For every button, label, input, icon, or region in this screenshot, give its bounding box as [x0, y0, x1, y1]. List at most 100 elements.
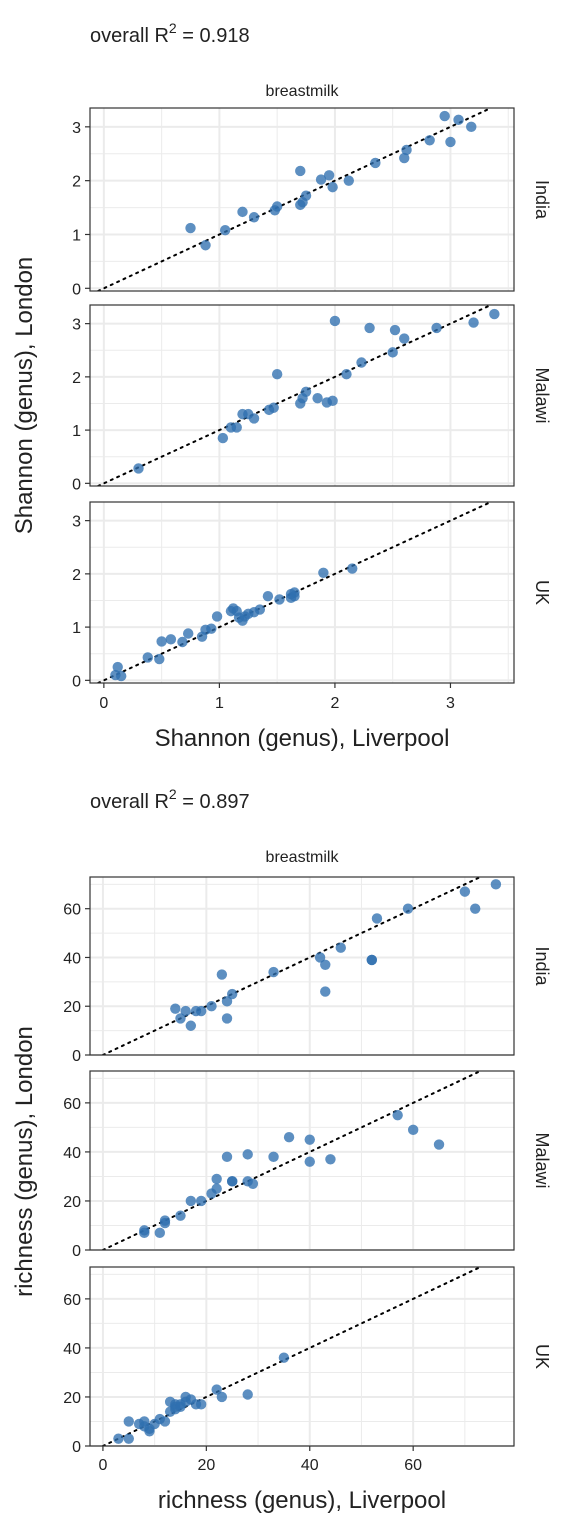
data-point	[175, 1013, 186, 1024]
data-point	[154, 1227, 166, 1239]
data-point	[283, 1132, 295, 1143]
data-point	[327, 395, 338, 407]
y-tick-label: 3	[72, 317, 81, 334]
y-tick-label: 3	[72, 514, 81, 531]
y-tick-label: 1	[72, 227, 81, 244]
x-tick-label: 3	[446, 695, 455, 712]
panel-border	[89, 1070, 515, 1251]
x-tick-label: 0	[98, 1457, 107, 1474]
y-tick-label: 2	[72, 370, 81, 387]
data-point	[304, 1134, 315, 1145]
data-point	[139, 1416, 150, 1427]
y-tick-label: 40	[63, 950, 81, 967]
data-point	[226, 988, 238, 1000]
data-point	[314, 952, 326, 963]
panel-malawi: 0 20 40 60 Malawi	[63, 1070, 552, 1260]
data-point	[325, 1154, 336, 1165]
data-point	[320, 986, 331, 997]
data-point	[387, 347, 398, 358]
data-point	[242, 1149, 253, 1160]
y-tick-label: 20	[63, 1194, 81, 1211]
panel-border	[89, 501, 515, 684]
data-point	[206, 1001, 217, 1012]
y-tick-label: 0	[72, 673, 81, 690]
data-point	[219, 224, 231, 236]
data-point	[123, 1416, 134, 1427]
data-point	[139, 1227, 150, 1239]
data-point	[216, 969, 228, 980]
data-point	[170, 1003, 181, 1014]
data-point	[341, 369, 352, 380]
data-point	[175, 1210, 186, 1221]
panel-border	[89, 304, 515, 487]
panel-india: 0 20 40 60 India	[63, 876, 552, 1065]
data-point	[226, 1176, 238, 1187]
overall-r2-annotation: overall R2 = 0.918	[90, 20, 250, 47]
identity-reference-line	[97, 108, 492, 291]
data-point	[399, 152, 410, 164]
data-point	[356, 357, 367, 368]
data-point	[154, 653, 165, 665]
data-point	[185, 1195, 197, 1207]
data-point	[115, 670, 127, 682]
data-point	[424, 135, 435, 146]
data-point	[278, 1352, 290, 1363]
identity-reference-line	[101, 877, 482, 1055]
data-point	[144, 1426, 155, 1437]
annotation-superscript: 2	[169, 20, 177, 36]
data-point	[347, 563, 358, 574]
data-point	[156, 636, 167, 647]
panel-uk: 0 1 2 3 UK	[72, 501, 552, 690]
data-point	[470, 903, 481, 914]
y-tick-label: 60	[63, 1292, 81, 1309]
y-tick-label: 20	[63, 999, 81, 1016]
chart-2: overall R2 = 0.897breastmilk0204060India…	[11, 786, 552, 1514]
y-tick-label: 0	[72, 281, 81, 298]
data-point	[459, 886, 471, 897]
panel-border	[89, 107, 515, 292]
data-point	[123, 1433, 134, 1444]
panel-border	[89, 1266, 515, 1447]
x-tick-label: 40	[301, 1457, 319, 1474]
y-tick-label: 1	[72, 620, 81, 637]
data-point	[268, 966, 279, 978]
facet-row-label: UK	[532, 1344, 552, 1369]
facet-row-label: Malawi	[532, 1132, 552, 1188]
data-point	[364, 322, 375, 334]
data-point	[165, 634, 177, 645]
data-point	[401, 144, 412, 156]
data-point	[268, 1151, 279, 1163]
data-point	[262, 591, 274, 602]
facet-strip-top	[90, 840, 514, 872]
data-point	[274, 594, 285, 605]
identity-reference-line	[101, 1267, 482, 1446]
facet-title: breastmilk	[266, 849, 340, 866]
data-point	[295, 199, 306, 211]
data-point	[254, 604, 266, 615]
facet-strip-top	[90, 76, 514, 104]
data-point	[200, 240, 211, 251]
data-point	[323, 170, 335, 181]
data-point	[402, 903, 414, 914]
y-tick-label: 0	[72, 476, 81, 493]
data-point	[221, 1013, 233, 1024]
data-point	[211, 611, 223, 622]
data-point	[195, 1399, 207, 1410]
data-point	[399, 333, 410, 344]
x-tick-label: 0	[99, 695, 108, 712]
y-tick-label: 0	[72, 1243, 81, 1260]
data-point	[248, 212, 260, 223]
data-point	[268, 402, 279, 413]
annotation-prefix: overall R	[90, 791, 169, 813]
data-point	[320, 959, 331, 970]
data-point	[468, 317, 479, 328]
data-point	[221, 996, 233, 1007]
data-point	[407, 1124, 419, 1136]
data-point	[231, 422, 242, 433]
data-point	[185, 1020, 197, 1031]
data-point	[431, 322, 442, 334]
data-point	[304, 1156, 315, 1167]
data-point	[466, 121, 477, 133]
y-tick-label: 40	[63, 1341, 81, 1358]
data-point	[300, 190, 312, 201]
